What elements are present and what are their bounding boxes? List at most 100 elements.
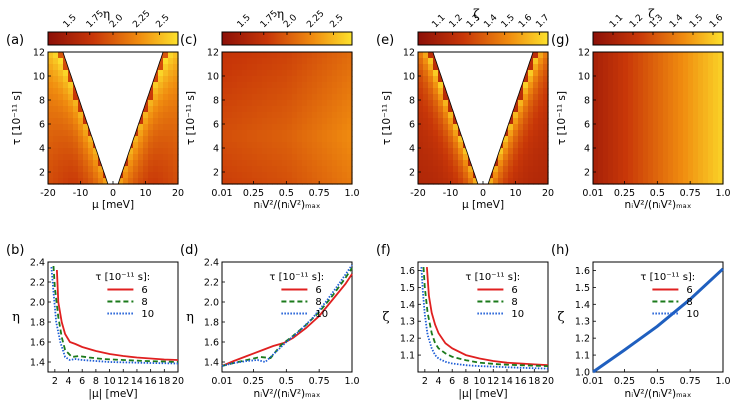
heatmap-cell — [257, 130, 263, 137]
heatmap-cell — [698, 70, 704, 77]
heatmap-cell — [168, 82, 174, 89]
heatmap-cell — [163, 124, 169, 131]
heatmap-cell — [463, 160, 469, 167]
heatmap-cell — [247, 64, 253, 71]
heatmap-cell — [593, 76, 599, 83]
heatmap-cell — [342, 178, 348, 185]
y-tick-label: 12 — [403, 48, 415, 59]
heatmap-cell — [618, 160, 624, 167]
heatmap-cell — [307, 100, 313, 107]
heatmap-cell — [718, 136, 724, 143]
heatmap-cell — [653, 70, 659, 77]
heatmap-cell — [118, 178, 124, 185]
heatmap-cell — [237, 160, 243, 167]
heatmap-cell — [698, 82, 704, 89]
x-axis-label: |μ| [meV] — [88, 388, 137, 400]
heatmap-cell — [433, 136, 439, 143]
heatmap-cell — [327, 52, 333, 59]
heatmap-cell — [153, 124, 159, 131]
heatmap-cell — [347, 76, 353, 83]
heatmap-cell — [282, 112, 288, 119]
heatmap-cell — [267, 154, 273, 161]
heatmap-cell — [282, 70, 288, 77]
heatmap-cell — [663, 112, 669, 119]
heatmap-cell — [302, 154, 308, 161]
heatmap-cell — [638, 160, 644, 167]
heatmap-cell — [282, 76, 288, 83]
heatmap-cell — [658, 94, 664, 101]
heatmap-cell — [423, 172, 429, 179]
heatmap-cell — [593, 52, 599, 59]
heatmap-cell — [68, 148, 74, 155]
heatmap-cell — [48, 106, 54, 113]
heatmap-cell — [663, 178, 669, 185]
heatmap-cell — [538, 178, 544, 185]
legend-title: τ [10⁻¹¹ s]: — [465, 272, 520, 283]
heatmap-cell — [242, 118, 248, 125]
heatmap-cell — [128, 178, 134, 185]
heatmap-cell — [593, 88, 599, 95]
heatmap-cell — [523, 118, 529, 125]
heatmap-cell — [247, 136, 253, 143]
heatmap-cell — [247, 106, 253, 113]
heatmap-cell — [237, 106, 243, 113]
heatmap-cell — [237, 100, 243, 107]
heatmap-cell — [433, 160, 439, 167]
heatmap-cell — [708, 106, 714, 113]
heatmap-cell — [267, 106, 273, 113]
heatmap-cell — [232, 136, 238, 143]
heatmap-cell — [242, 58, 248, 65]
heatmap-cell — [322, 172, 328, 179]
heatmap-cell — [93, 166, 99, 173]
heatmap-cell — [598, 124, 604, 131]
heatmap-cell — [148, 124, 154, 131]
heatmap-cell — [698, 148, 704, 155]
heatmap-cell — [123, 166, 129, 173]
heatmap-cell — [247, 100, 253, 107]
heatmap-cell — [242, 88, 248, 95]
heatmap-cell — [237, 112, 243, 119]
heatmap-cell — [438, 76, 444, 83]
heatmap-cell — [222, 178, 228, 185]
y-tick-label: 2.0 — [30, 298, 45, 309]
heatmap-cell — [277, 100, 283, 107]
heatmap-cell — [332, 100, 338, 107]
heatmap-cell — [518, 154, 524, 161]
heatmap-cell — [262, 136, 268, 143]
heatmap-cell — [332, 70, 338, 77]
heatmap-cell — [322, 148, 328, 155]
heatmap-cell — [718, 172, 724, 179]
heatmap-cell — [528, 88, 534, 95]
heatmap-cell — [282, 148, 288, 155]
heatmap-cell — [538, 130, 544, 137]
heatmap-cell — [168, 124, 174, 131]
heatmap-cell — [83, 118, 89, 125]
heatmap-cell — [48, 172, 54, 179]
heatmap-cell — [668, 130, 674, 137]
heatmap-cell — [613, 82, 619, 89]
heatmap-cell — [158, 160, 164, 167]
heatmap-cell — [302, 160, 308, 167]
heatmap-cell — [277, 136, 283, 143]
heatmap-cell — [673, 136, 679, 143]
heatmap-cell — [138, 142, 144, 149]
heatmap-cell — [418, 64, 424, 71]
heatmap-cell — [282, 100, 288, 107]
heatmap-cell — [638, 112, 644, 119]
heatmap-cell — [277, 148, 283, 155]
y-axis-label: η — [12, 310, 20, 325]
heatmap-cell — [58, 178, 64, 185]
heatmap-cell — [327, 118, 333, 125]
heatmap-cell — [317, 52, 323, 59]
heatmap-cell — [163, 88, 169, 95]
heatmap-cell — [658, 166, 664, 173]
heatmap-cell — [163, 52, 169, 59]
heatmap-cell — [287, 112, 293, 119]
heatmap-cell — [593, 70, 599, 77]
heatmap-cell — [73, 106, 79, 113]
heatmap-cell — [347, 154, 353, 161]
heatmap-cell — [713, 178, 719, 185]
heatmap-cell — [643, 118, 649, 125]
heatmap-cell — [143, 124, 149, 131]
y-tick-label: 1.4 — [30, 358, 45, 369]
